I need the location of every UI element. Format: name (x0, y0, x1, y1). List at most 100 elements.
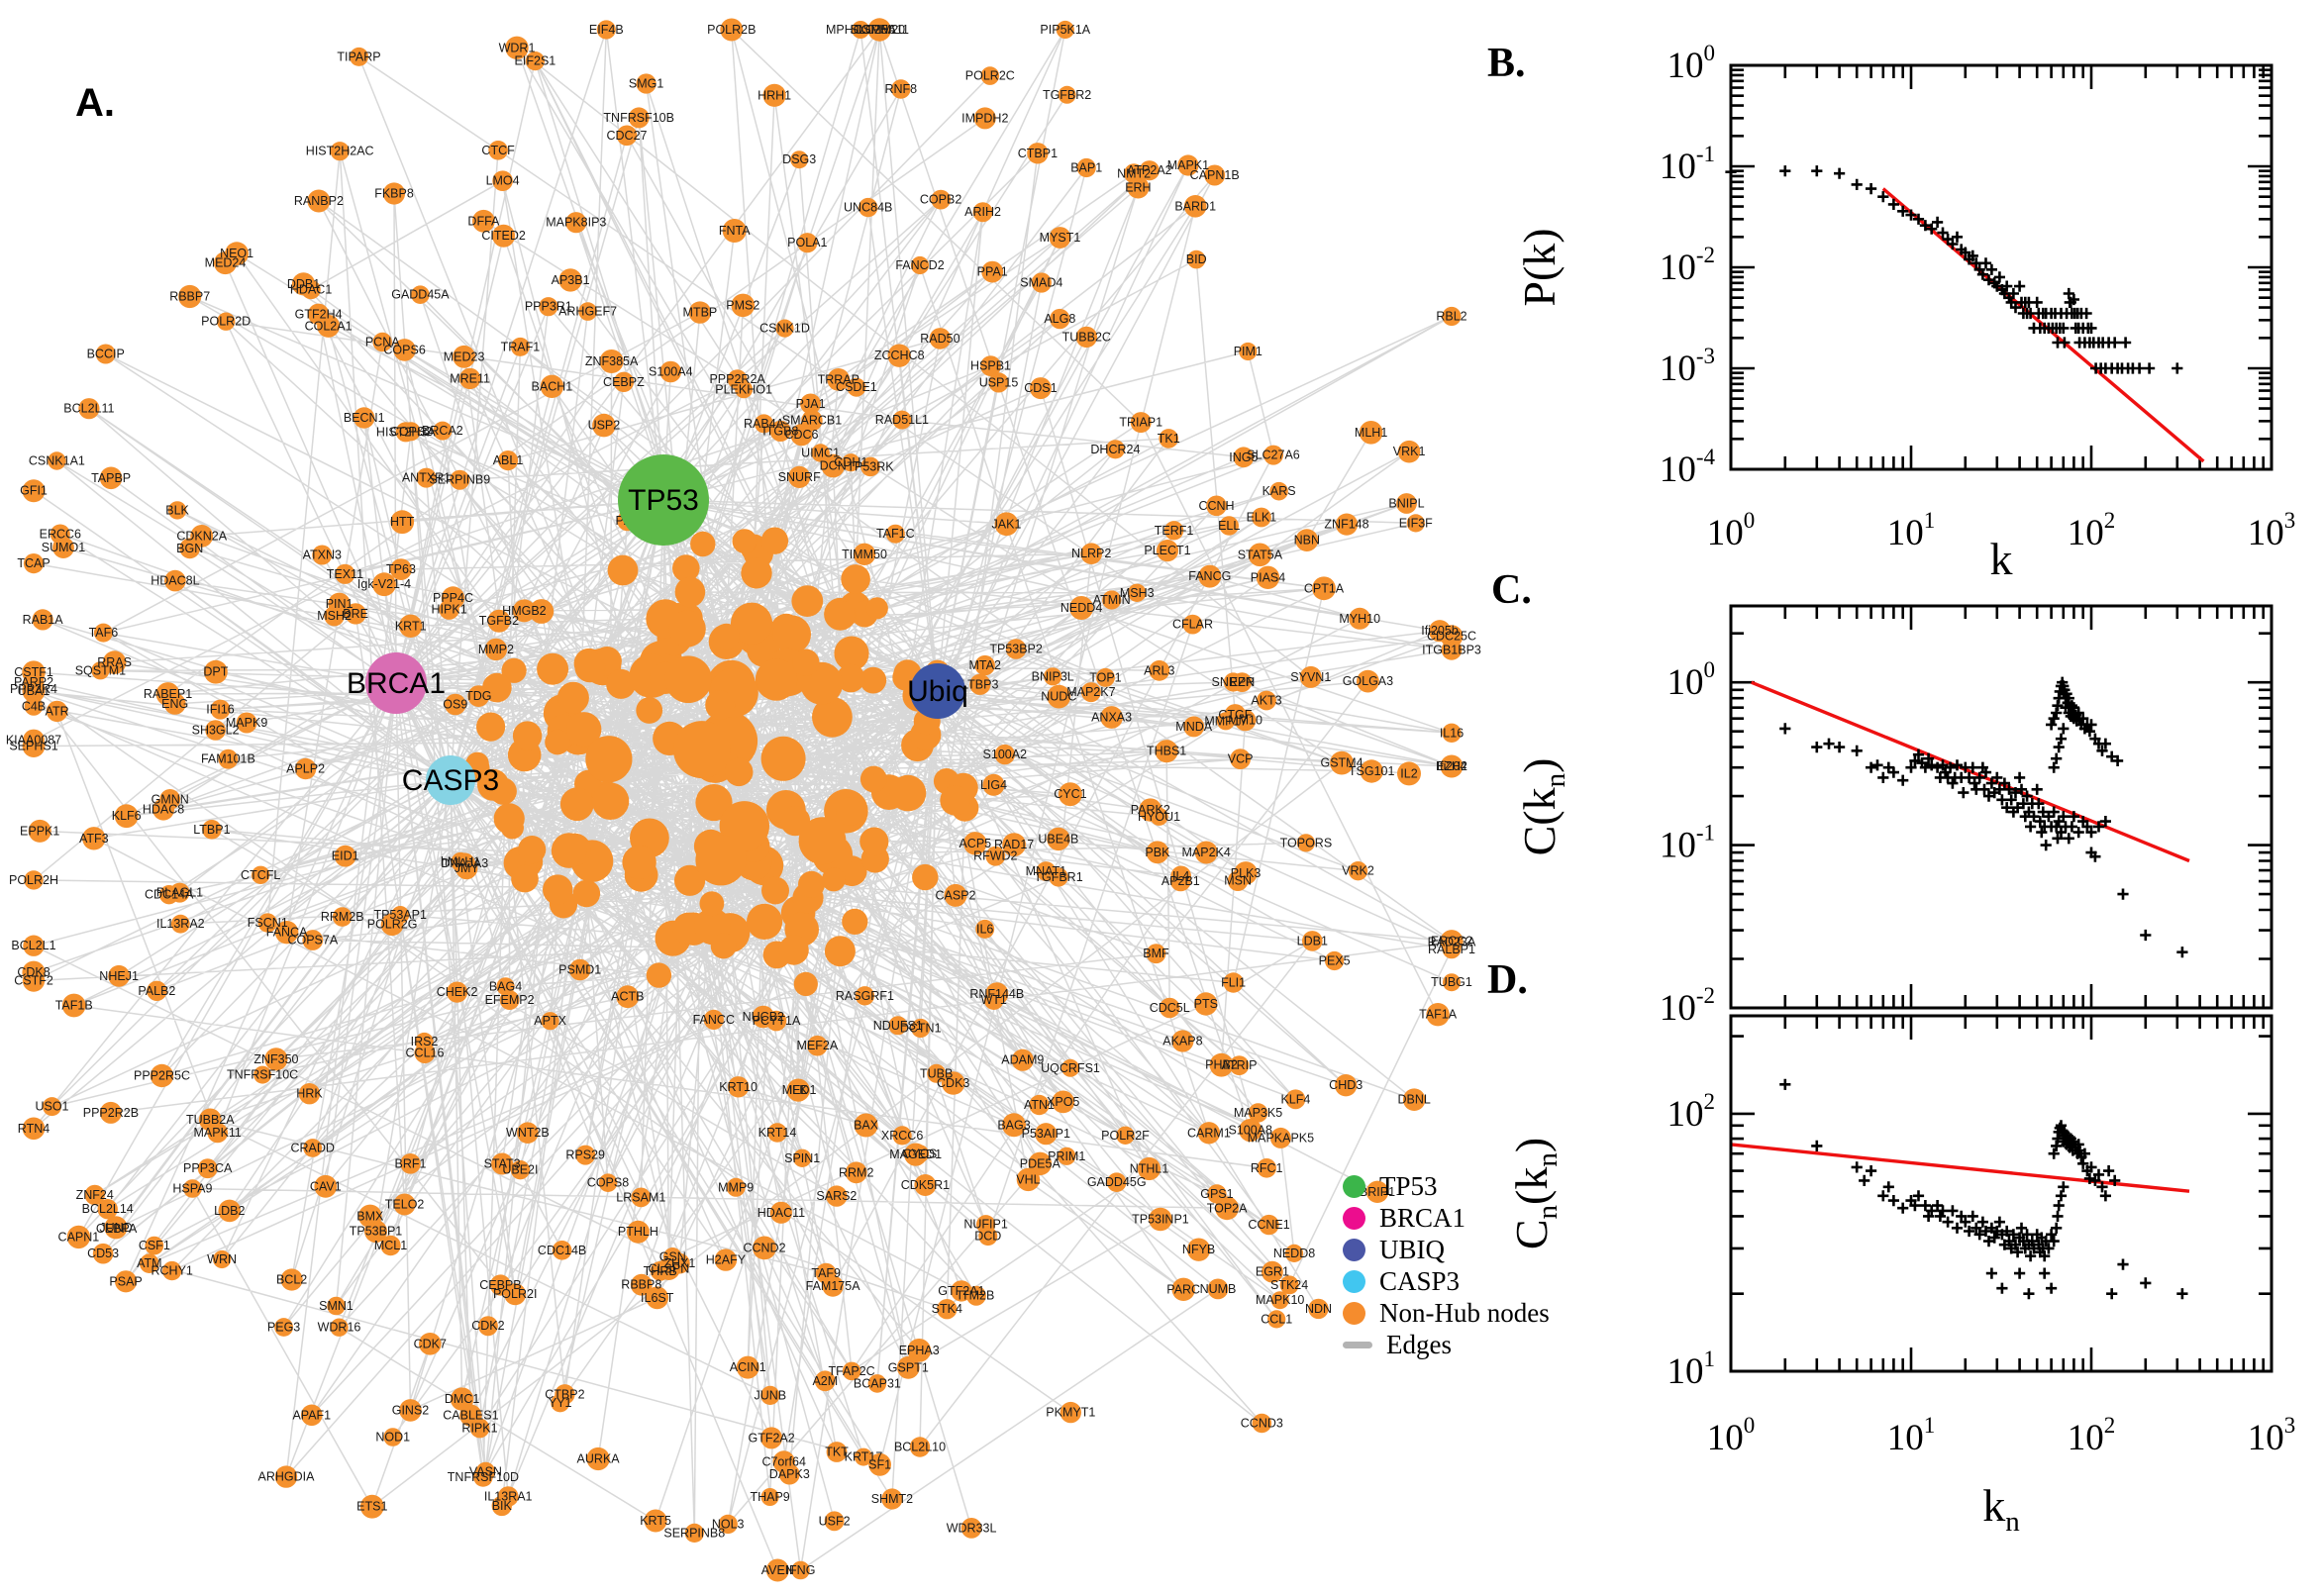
y-tick-label: 10-2 (1660, 243, 1715, 288)
network-node (940, 785, 970, 816)
network-node (1442, 723, 1462, 743)
network-node (218, 1199, 242, 1223)
network-node (760, 1385, 780, 1405)
network-node (559, 787, 594, 822)
network-node (476, 712, 506, 742)
network-node-label: POLR2B (707, 23, 756, 37)
network-node-label: AP2B1 (1162, 874, 1200, 888)
network-node-label: PRIM1 (1048, 1149, 1085, 1163)
network-node (760, 1427, 783, 1449)
network-node-label: HSPB1 (970, 359, 1011, 373)
network-node-label: PBK (1145, 846, 1170, 859)
network-node-label: BRCA2 (422, 424, 463, 438)
network-node-label: TGFBR1 (1034, 870, 1082, 884)
network-node-label: BRF1 (395, 1156, 427, 1170)
x-tick-label: 101 (1887, 1413, 1936, 1458)
network-node (798, 870, 825, 898)
network-node (390, 558, 412, 580)
network-node (1095, 667, 1115, 687)
network-node (1031, 272, 1052, 293)
network-node-label: UBE2I (502, 1163, 538, 1177)
x-tick-label: 102 (2068, 508, 2116, 553)
network-node-label: TAPBP (91, 471, 131, 485)
network-node-label: PARP2 (14, 675, 53, 689)
network-node-label: BCL2 (276, 1273, 307, 1287)
network-node (760, 1488, 779, 1506)
network-node (626, 1220, 650, 1244)
network-node-label: TAF6 (89, 626, 119, 640)
network-node (104, 1216, 128, 1240)
hub-node-brca1 (365, 652, 427, 714)
network-node-label: NOL3 (712, 1517, 745, 1531)
network-node (1076, 157, 1096, 178)
network-node (972, 202, 993, 223)
network-node-label: NDN (1305, 1302, 1332, 1316)
network-node (730, 602, 773, 645)
network-node-label: PPP2R5C (134, 1069, 190, 1083)
network-node-label: TAF9 (811, 1266, 841, 1280)
network-node-label: TP53INP1 (1132, 1213, 1189, 1227)
network-node (1440, 754, 1464, 778)
network-node-label: NUDC (1041, 690, 1076, 704)
network-node-label: FANCC (693, 1013, 735, 1027)
network-node-label: KRT10 (719, 1080, 758, 1094)
network-node (1050, 308, 1070, 330)
network-node (994, 744, 1015, 765)
network-node (865, 597, 888, 620)
network-node-label: POLR2I (493, 1287, 537, 1301)
network-node (772, 1450, 795, 1473)
network-node-label: CSF1 (139, 1239, 170, 1252)
network-node-label: HRK (296, 1087, 323, 1101)
network-node-label: SNRPN (1212, 675, 1256, 689)
network-node-label: TOP2A (1207, 1201, 1248, 1215)
network-node (951, 1280, 972, 1302)
network-node-label: NLRP2 (1071, 547, 1111, 560)
network-node (644, 1509, 667, 1533)
network-node-label: MTA2 (968, 658, 1000, 672)
network-node (1044, 667, 1062, 686)
network-node (868, 19, 890, 41)
network-node (1440, 930, 1464, 953)
network-node-label: NEDD8 (1273, 1247, 1315, 1260)
network-node (382, 182, 406, 205)
network-node-label: CSTF1 (14, 665, 53, 679)
network-node-label: PPP2R2B (83, 1106, 139, 1120)
network-node (1194, 841, 1218, 864)
network-node (335, 563, 355, 584)
network-node-label: CDC14A (145, 888, 194, 902)
network-node-label: ATP2A2 (1127, 163, 1172, 177)
network-node (540, 374, 564, 398)
network-node (450, 469, 470, 490)
network-node (881, 1488, 903, 1510)
fit-line (1751, 680, 2190, 863)
network-node-label: GSN (659, 1249, 686, 1263)
network-node (963, 832, 987, 855)
network-node (1149, 1207, 1172, 1232)
network-node-label: MAPK8IP3 (546, 216, 606, 230)
network-node (1029, 377, 1052, 400)
network-node (458, 367, 481, 390)
network-node (574, 651, 606, 683)
network-node (859, 666, 887, 694)
network-node (32, 609, 53, 631)
network-node-label: ATM (137, 1256, 161, 1270)
network-node (891, 79, 911, 99)
network-node (552, 1241, 572, 1260)
network-node (824, 1511, 845, 1532)
network-node (1402, 1088, 1426, 1111)
network-node-label: DCN (820, 459, 847, 473)
hub-label-casp3: CASP3 (402, 764, 499, 797)
network-node (1296, 834, 1315, 852)
network-nodes (22, 18, 1464, 1582)
network-node (1330, 750, 1354, 775)
network-node-label: PIN1 (326, 597, 354, 611)
network-node (911, 1018, 931, 1039)
network-node (1279, 1275, 1299, 1295)
network-node-label: GFI1 (20, 484, 48, 498)
network-node (1171, 1277, 1195, 1302)
network-node (1308, 1298, 1329, 1320)
network-node-label: SPIN1 (784, 1151, 820, 1165)
legend-item: TP53 (1343, 1170, 1550, 1202)
network-node-label: FANCA (266, 926, 308, 940)
network-node-label: NDUFS1 (873, 1019, 923, 1033)
